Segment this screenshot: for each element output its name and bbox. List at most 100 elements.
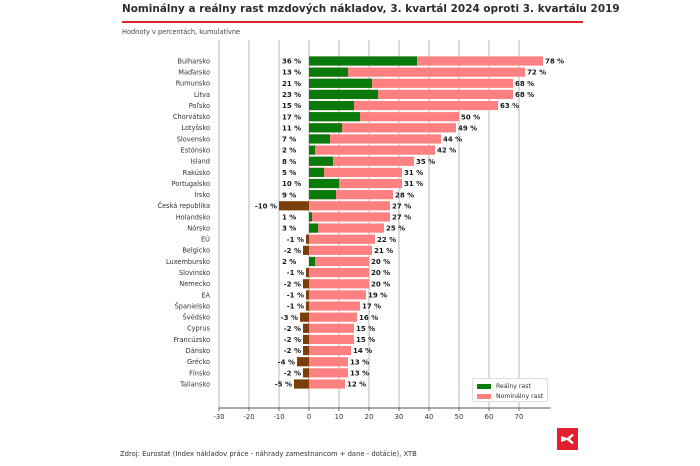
x-tick-label: 40 (425, 413, 434, 421)
category-label: Island (190, 158, 210, 166)
nominal-value-label: 63 % (500, 102, 519, 110)
real-value-label: 5 % (282, 169, 296, 177)
bar-real (303, 245, 309, 255)
real-value-label: 7 % (282, 136, 296, 144)
bar-nominal (309, 89, 513, 100)
bar-real (303, 279, 309, 289)
category-label: EA (201, 291, 210, 299)
real-value-label: 36 % (282, 58, 301, 66)
bar-real (309, 78, 372, 88)
real-value-label: 8 % (282, 158, 296, 166)
real-value-label: -1 % (287, 269, 304, 277)
bar-nominal (309, 223, 384, 233)
bar-real (309, 167, 324, 177)
bar-real (309, 134, 330, 144)
bar-real (309, 56, 417, 66)
nominal-value-label: 31 % (404, 169, 423, 177)
x-tick-label: 60 (485, 413, 494, 421)
bar-real (294, 379, 309, 389)
bar-real (306, 301, 309, 311)
nominal-value-label: 22 % (377, 236, 396, 244)
bar-real (303, 345, 309, 356)
bar-real (309, 67, 348, 77)
category-label: Slovinsko (179, 269, 210, 277)
x-tick-label: -10 (273, 413, 284, 421)
bar-real (306, 234, 309, 244)
legend: Reálny rast Nominálny rast (472, 378, 548, 402)
nominal-value-label: 49 % (458, 124, 477, 132)
nominal-value-label: 27 % (392, 202, 411, 210)
bar-nominal (309, 134, 441, 144)
real-value-label: -2 % (284, 325, 301, 333)
bar-nominal (309, 268, 369, 278)
category-label: Grécko (187, 358, 210, 366)
bar-nominal (309, 256, 369, 267)
x-tick-label: 0 (307, 413, 311, 421)
bar-real (309, 123, 342, 133)
nominal-value-label: 27 % (392, 214, 411, 222)
category-label: Lotyšsko (181, 124, 210, 132)
real-value-label: 23 % (282, 91, 301, 99)
nominal-value-label: 31 % (404, 180, 423, 188)
real-value-label: 10 % (282, 180, 301, 188)
nominal-value-label: 68 % (515, 80, 534, 88)
x-tick-label: -30 (213, 413, 224, 421)
bar-real (303, 334, 309, 345)
source-note: Zdroj: Eurostat (Index nákladov práce - … (120, 450, 417, 458)
bar-nominal (309, 279, 369, 289)
x-tick-label: 50 (455, 413, 464, 421)
category-label: Francúzsko (173, 336, 210, 344)
bar-real (309, 156, 333, 166)
real-value-label: 13 % (282, 69, 301, 77)
nominal-value-label: 17 % (362, 303, 381, 311)
bar-nominal (309, 245, 372, 255)
category-label: Írsko (194, 190, 210, 199)
category-label: Rumunsko (176, 80, 210, 88)
category-label: Španielsko (175, 301, 210, 310)
bar-nominal (309, 56, 543, 66)
real-value-label: -3 % (281, 314, 298, 322)
real-value-label: 11 % (282, 124, 301, 132)
category-label: Bulharsko (177, 57, 210, 65)
xtb-logo-icon (557, 428, 578, 450)
category-label: Luxembursko (166, 258, 210, 266)
bar-nominal (309, 78, 513, 88)
bar-nominal (309, 156, 414, 166)
nominal-value-label: 50 % (461, 113, 480, 121)
category-label: Nemecko (179, 280, 210, 288)
bar-nominal (309, 201, 390, 211)
real-value-label: -2 % (284, 336, 301, 344)
real-value-label: -5 % (275, 381, 292, 389)
bar-real (309, 256, 315, 267)
real-value-label: -1 % (287, 303, 304, 311)
nominal-value-label: 16 % (359, 314, 378, 322)
x-axis: -30 -20 -10 0 10 20 30 40 50 60 70 (213, 407, 551, 421)
bar-real (279, 201, 309, 211)
nominal-value-label: 21 % (374, 247, 393, 255)
category-label: Cyprus (187, 325, 211, 333)
nominal-value-label: 19 % (368, 291, 387, 299)
nominal-value-label: 12 % (347, 381, 366, 389)
bar-real (309, 178, 339, 189)
bar-real (309, 112, 360, 122)
bar-nominal (309, 368, 348, 378)
bar-real (300, 312, 309, 322)
x-tick-label: 30 (395, 413, 404, 421)
x-tick-label: 10 (335, 413, 344, 421)
nominal-value-label: 20 % (371, 269, 390, 277)
category-label: Belgicko (182, 247, 210, 255)
bar-nominal (309, 178, 402, 189)
bar-nominal (309, 212, 390, 222)
category-label: Dánsko (186, 347, 210, 355)
category-label: Nórsko (187, 224, 210, 232)
category-label: Česká republika (157, 201, 210, 210)
nominal-value-label: 15 % (356, 336, 375, 344)
bar-real (306, 290, 309, 300)
nominal-value-label: 13 % (350, 369, 369, 377)
bar-nominal (309, 290, 366, 300)
x-tick-label: -20 (243, 413, 254, 421)
nominal-value-label: 72 % (527, 69, 546, 77)
bar-real (309, 190, 336, 200)
real-value-label: -1 % (287, 291, 304, 299)
x-tick-label: 20 (365, 413, 374, 421)
